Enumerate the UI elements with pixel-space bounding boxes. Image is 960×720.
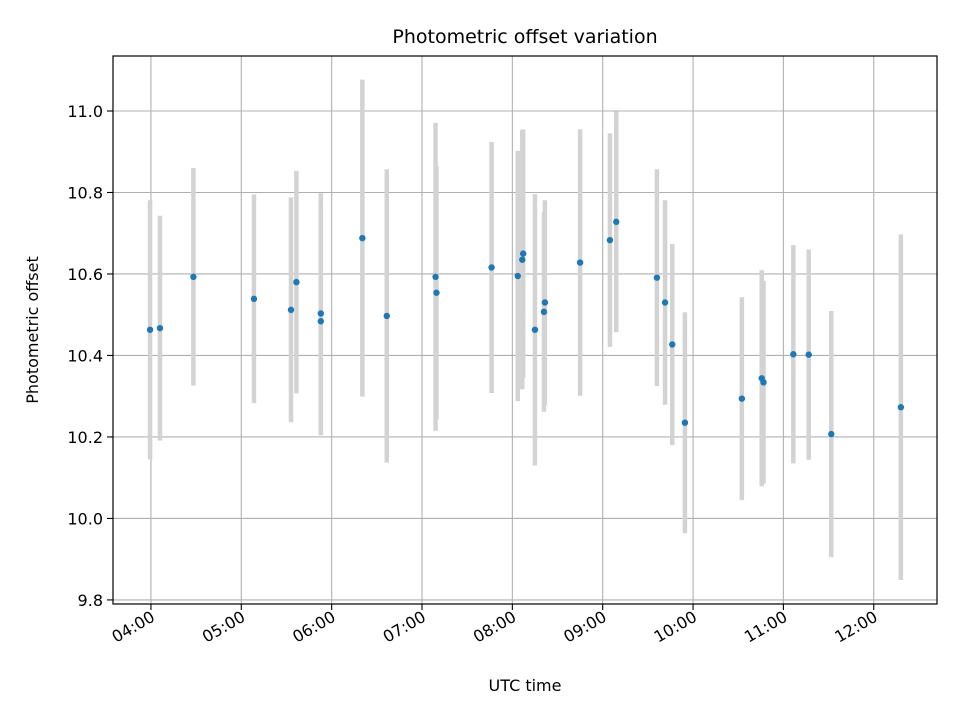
y-axis-label: Photometric offset: [23, 256, 42, 404]
data-point: [514, 272, 521, 280]
data-point: [519, 250, 527, 257]
grid: [113, 56, 937, 604]
y-tick-label: 10.4: [67, 346, 103, 365]
data-point: [156, 324, 164, 332]
data-point: [681, 419, 689, 426]
data-point: [359, 234, 366, 242]
data-point: [790, 351, 797, 358]
data-point: [432, 273, 439, 281]
data-point: [541, 299, 549, 306]
data-point: [190, 273, 197, 281]
data-points: [146, 218, 905, 438]
data-point: [760, 379, 767, 386]
data-point: [897, 404, 905, 411]
data-point: [531, 326, 539, 333]
data-point: [828, 430, 835, 438]
data-point: [293, 278, 300, 286]
data-point: [383, 312, 390, 320]
data-point: [669, 341, 676, 348]
y-tick-label: 10.6: [67, 265, 103, 284]
data-point: [661, 299, 669, 306]
data-point: [146, 326, 154, 333]
x-axis-label: UTC time: [489, 676, 562, 695]
y-tick-label: 11.0: [67, 102, 103, 121]
data-point: [250, 295, 258, 303]
y-tick-label: 10.8: [67, 183, 103, 202]
data-point: [433, 289, 440, 296]
chart-title: Photometric offset variation: [392, 26, 657, 48]
data-point: [540, 308, 548, 316]
data-point: [653, 274, 661, 281]
y-tick-label: 10.0: [67, 509, 103, 528]
data-point: [738, 395, 746, 402]
y-axis-ticks: 9.8 10.0 10.2 10.4 10.6 10.8 11.0: [67, 102, 113, 610]
data-point: [805, 351, 812, 358]
y-tick-label: 10.2: [67, 428, 103, 447]
y-tick-label: 9.8: [78, 591, 103, 610]
data-point: [576, 259, 584, 266]
data-point: [519, 256, 526, 263]
data-point: [287, 306, 295, 314]
data-point: [317, 318, 325, 325]
data-point: [613, 218, 620, 226]
data-point: [606, 236, 614, 244]
plot-frame: [112, 55, 938, 605]
data-point: [488, 264, 495, 271]
data-point: [317, 310, 325, 317]
